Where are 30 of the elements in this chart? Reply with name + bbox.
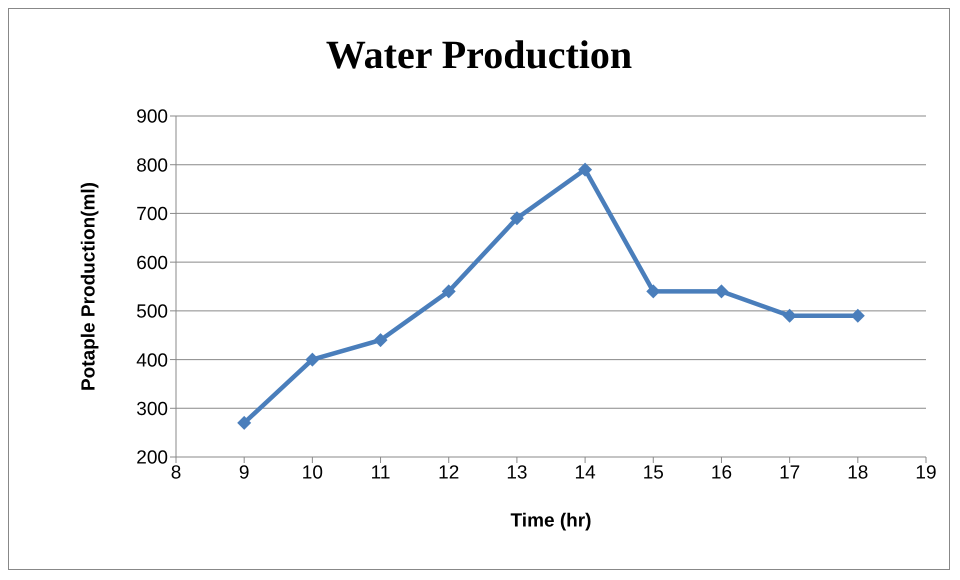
y-tick-label: 600 (136, 252, 168, 274)
y-tick-label: 800 (136, 155, 168, 176)
chart-title: Water Production (324, 31, 634, 78)
y-tick-label: 900 (136, 106, 168, 128)
x-tick-label: 10 (302, 462, 323, 484)
x-tick-label: 14 (574, 462, 596, 484)
x-axis-title: Time (hr) (510, 510, 592, 532)
point (646, 284, 660, 298)
y-tick-label: 400 (136, 350, 168, 372)
y-tick-label: 300 (136, 399, 168, 420)
x-tick-label: 15 (642, 462, 664, 484)
y-tick-label: 700 (136, 204, 168, 226)
x-tick-label: 17 (779, 462, 800, 484)
y-tick-label: 200 (136, 448, 168, 469)
x-tick-label: 11 (370, 462, 390, 484)
y-tick-label: 500 (136, 302, 168, 323)
point (510, 211, 524, 226)
y-axis-title: Potaple Production(ml) (78, 182, 100, 391)
x-tick-label: 19 (915, 462, 937, 484)
point (442, 284, 456, 298)
x-tick-label: 18 (847, 462, 868, 484)
point (578, 162, 592, 177)
x-tick-label: 12 (438, 462, 460, 484)
x-tick-label: 8 (170, 462, 182, 484)
x-tick-label: 9 (238, 462, 250, 484)
point (305, 352, 320, 367)
point (237, 416, 252, 430)
x-tick-label: 16 (710, 462, 732, 484)
point (374, 333, 388, 348)
x-tick-label: 13 (506, 462, 528, 484)
